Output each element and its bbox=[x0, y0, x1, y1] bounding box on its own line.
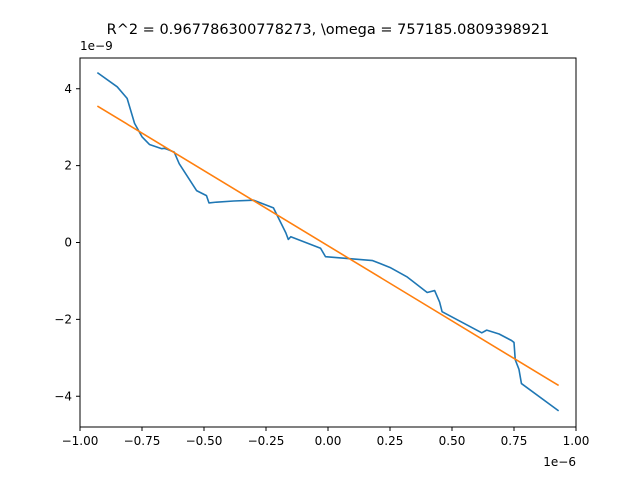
series-layer bbox=[96, 71, 560, 412]
axes-frame bbox=[79, 57, 577, 428]
y-tick-label: −2 bbox=[54, 312, 72, 326]
y-offset-label: 1e−9 bbox=[80, 39, 113, 53]
x-tick-label: 0.25 bbox=[377, 434, 404, 448]
y-tick-label: −4 bbox=[54, 389, 72, 403]
x-tick-label: −0.50 bbox=[186, 434, 223, 448]
y-tick-label: 0 bbox=[64, 236, 72, 250]
x-tick-label: −1.00 bbox=[62, 434, 99, 448]
series-line-2 bbox=[96, 105, 560, 387]
y-tick-label: 2 bbox=[64, 159, 72, 173]
x-offset-label: 1e−6 bbox=[543, 455, 576, 469]
y-axis: −4 −2 0 2 4 bbox=[54, 82, 80, 403]
series-line-1 bbox=[96, 71, 560, 412]
x-axis: −1.00 −0.75 −0.50 −0.25 0.00 0.25 0.50 0.75 1.00 bbox=[62, 427, 590, 448]
x-tick-label: 0.50 bbox=[439, 434, 466, 448]
x-tick-label: 1.00 bbox=[563, 434, 590, 448]
chart-title: R^2 = 0.967786300778273, \omega = 757185… bbox=[107, 22, 550, 38]
x-tick-label: −0.75 bbox=[124, 434, 161, 448]
x-tick-label: −0.25 bbox=[248, 434, 285, 448]
y-tick-label: 4 bbox=[64, 82, 72, 96]
x-tick-label: 0.75 bbox=[501, 434, 528, 448]
x-tick-label: 0.00 bbox=[315, 434, 342, 448]
plot-area bbox=[79, 57, 577, 428]
